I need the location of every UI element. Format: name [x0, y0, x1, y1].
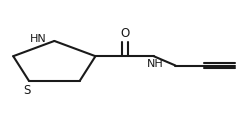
Text: NH: NH [146, 59, 163, 69]
Text: HN: HN [30, 34, 47, 44]
Text: O: O [121, 27, 130, 40]
Text: S: S [23, 84, 30, 97]
